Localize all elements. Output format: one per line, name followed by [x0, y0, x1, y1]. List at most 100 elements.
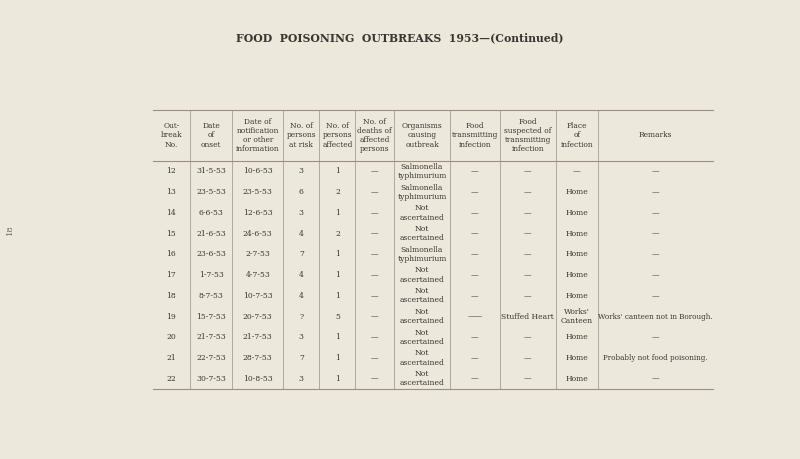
Text: Home: Home [566, 250, 588, 258]
Text: —: — [524, 188, 532, 196]
Text: —: — [524, 292, 532, 300]
Text: 1: 1 [335, 271, 340, 279]
Text: —: — [471, 354, 478, 362]
Text: —: — [371, 313, 378, 320]
Text: 5: 5 [335, 313, 340, 320]
Text: 1: 1 [335, 168, 340, 175]
Text: 10-6-53: 10-6-53 [243, 168, 273, 175]
Text: 22-7-53: 22-7-53 [196, 354, 226, 362]
Text: Out-
break
No.: Out- break No. [161, 122, 182, 149]
Text: 1: 1 [335, 292, 340, 300]
Text: —: — [471, 168, 478, 175]
Text: Not
ascertained: Not ascertained [400, 370, 445, 387]
Text: Salmonella
typhimurium: Salmonella typhimurium [398, 184, 446, 201]
Text: Stuffed Heart: Stuffed Heart [502, 313, 554, 320]
Text: 1: 1 [335, 375, 340, 383]
Text: 28-7-53: 28-7-53 [243, 354, 273, 362]
Text: —: — [471, 209, 478, 217]
Text: 6-6-53: 6-6-53 [198, 209, 224, 217]
Text: Food
transmitting
infection: Food transmitting infection [452, 122, 498, 149]
Text: Salmonella
typhimurium: Salmonella typhimurium [398, 163, 446, 180]
Text: 1: 1 [335, 354, 340, 362]
Text: 7: 7 [299, 250, 304, 258]
Text: Not
ascertained: Not ascertained [400, 225, 445, 242]
Text: 1: 1 [335, 333, 340, 341]
Text: —: — [524, 230, 532, 238]
Text: —: — [471, 250, 478, 258]
Text: Not
ascertained: Not ascertained [400, 287, 445, 304]
Text: 19: 19 [166, 313, 176, 320]
Text: —: — [371, 333, 378, 341]
Text: Works' canteen not in Borough.: Works' canteen not in Borough. [598, 313, 713, 320]
Text: 18: 18 [166, 292, 176, 300]
Text: Not
ascertained: Not ascertained [400, 329, 445, 346]
Text: Organisms
causing
outbreak: Organisms causing outbreak [402, 122, 442, 149]
Text: No. of
deaths of
affected
persons: No. of deaths of affected persons [358, 118, 392, 153]
Text: Date of
notification
or other
information: Date of notification or other informatio… [236, 118, 280, 153]
Text: —: — [371, 209, 378, 217]
Text: —: — [471, 271, 478, 279]
Text: Home: Home [566, 354, 588, 362]
Text: ?: ? [299, 313, 303, 320]
Text: Food
suspected of
transmitting
infection: Food suspected of transmitting infection [504, 118, 551, 153]
Text: 8-7-53: 8-7-53 [198, 292, 224, 300]
Text: Works'
Canteen: Works' Canteen [561, 308, 593, 325]
Text: Home: Home [566, 230, 588, 238]
Text: 17: 17 [166, 271, 176, 279]
Text: —: — [524, 209, 532, 217]
Text: 2: 2 [335, 188, 340, 196]
Text: 20-7-53: 20-7-53 [243, 313, 273, 320]
Text: 6: 6 [299, 188, 304, 196]
Text: —: — [471, 375, 478, 383]
Text: Not
ascertained: Not ascertained [400, 267, 445, 284]
Text: Salmonella
typhimurium: Salmonella typhimurium [398, 246, 446, 263]
Text: 3: 3 [299, 375, 304, 383]
Text: Remarks: Remarks [638, 131, 672, 140]
Text: Not
ascertained: Not ascertained [400, 308, 445, 325]
Text: 1-7-53: 1-7-53 [198, 271, 224, 279]
Text: Home: Home [566, 209, 588, 217]
Text: Home: Home [566, 375, 588, 383]
Text: 1: 1 [335, 209, 340, 217]
Text: 2-7-53: 2-7-53 [246, 250, 270, 258]
Text: —: — [651, 230, 659, 238]
Text: Not
ascertained: Not ascertained [400, 349, 445, 367]
Text: 22: 22 [166, 375, 176, 383]
Text: —: — [471, 188, 478, 196]
Text: —: — [651, 333, 659, 341]
Text: 7: 7 [299, 354, 304, 362]
Text: 15-7-53: 15-7-53 [196, 313, 226, 320]
Text: —: — [573, 168, 581, 175]
Text: 13: 13 [166, 188, 176, 196]
Text: —: — [371, 188, 378, 196]
Text: —: — [651, 271, 659, 279]
Text: 1: 1 [335, 250, 340, 258]
Text: —: — [471, 333, 478, 341]
Text: 3: 3 [299, 333, 304, 341]
Text: No. of
persons
at risk: No. of persons at risk [286, 122, 316, 149]
Text: —: — [371, 230, 378, 238]
Text: —: — [524, 375, 532, 383]
Text: 10-8-53: 10-8-53 [243, 375, 273, 383]
Text: 10-7-53: 10-7-53 [243, 292, 273, 300]
Text: ——: —— [467, 313, 482, 320]
Text: 14: 14 [166, 209, 176, 217]
Text: 23-6-53: 23-6-53 [196, 250, 226, 258]
Text: —: — [651, 250, 659, 258]
Text: FOOD  POISONING  OUTBREAKS  1953—(Continued): FOOD POISONING OUTBREAKS 1953—(Continued… [236, 32, 564, 43]
Text: 15: 15 [166, 230, 176, 238]
Text: No. of
persons
affected: No. of persons affected [322, 122, 353, 149]
Text: —: — [524, 168, 532, 175]
Text: —: — [524, 354, 532, 362]
Text: —: — [371, 354, 378, 362]
Text: 21-6-53: 21-6-53 [196, 230, 226, 238]
Text: —: — [651, 375, 659, 383]
Text: 4-7-53: 4-7-53 [246, 271, 270, 279]
Text: 23-5-53: 23-5-53 [243, 188, 273, 196]
Text: 21-7-53: 21-7-53 [196, 333, 226, 341]
Text: —: — [371, 168, 378, 175]
Text: 16: 16 [166, 250, 176, 258]
Text: —: — [651, 292, 659, 300]
Text: Date
of
onset: Date of onset [201, 122, 222, 149]
Text: Home: Home [566, 188, 588, 196]
